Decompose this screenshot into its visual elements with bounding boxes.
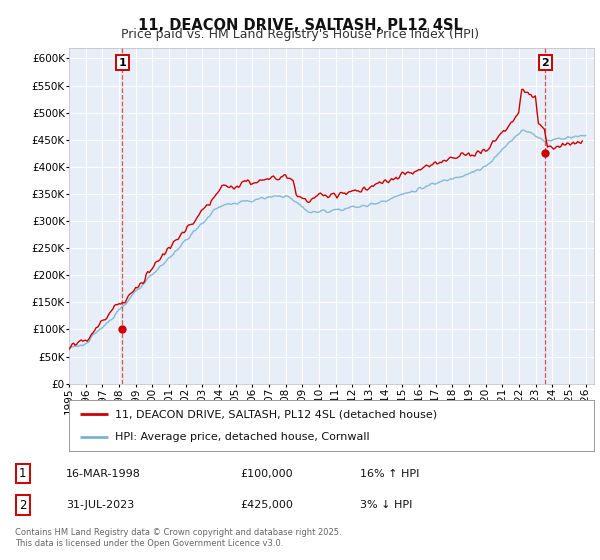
Text: 1: 1 [19, 467, 26, 480]
Text: 11, DEACON DRIVE, SALTASH, PL12 4SL: 11, DEACON DRIVE, SALTASH, PL12 4SL [137, 18, 463, 33]
Text: £425,000: £425,000 [240, 500, 293, 510]
Text: HPI: Average price, detached house, Cornwall: HPI: Average price, detached house, Corn… [115, 432, 370, 442]
Text: 2: 2 [19, 498, 26, 511]
Text: 2: 2 [541, 58, 549, 68]
Text: 1: 1 [119, 58, 127, 68]
Text: 16-MAR-1998: 16-MAR-1998 [66, 469, 141, 479]
Text: 3% ↓ HPI: 3% ↓ HPI [360, 500, 412, 510]
Text: 16% ↑ HPI: 16% ↑ HPI [360, 469, 419, 479]
Text: 11, DEACON DRIVE, SALTASH, PL12 4SL (detached house): 11, DEACON DRIVE, SALTASH, PL12 4SL (det… [115, 409, 437, 419]
Text: Price paid vs. HM Land Registry's House Price Index (HPI): Price paid vs. HM Land Registry's House … [121, 28, 479, 41]
Text: Contains HM Land Registry data © Crown copyright and database right 2025.
This d: Contains HM Land Registry data © Crown c… [15, 528, 341, 548]
Text: £100,000: £100,000 [240, 469, 293, 479]
Text: 31-JUL-2023: 31-JUL-2023 [66, 500, 134, 510]
